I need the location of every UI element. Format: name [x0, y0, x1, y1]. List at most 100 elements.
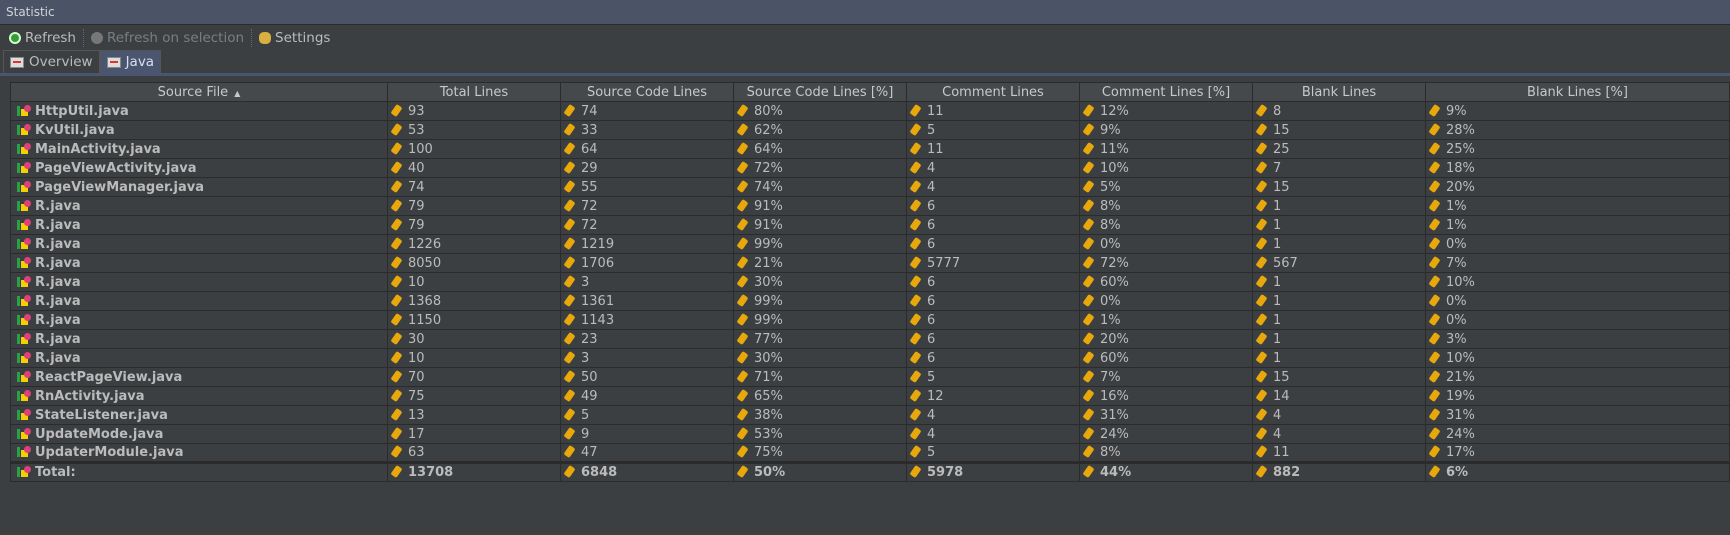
column-header-label: Source Code Lines: [586, 84, 708, 100]
pencil-icon: [909, 141, 922, 155]
cell-text: 64%: [754, 141, 783, 157]
column-header[interactable]: Source Code Lines [%]: [733, 82, 907, 102]
pencil-icon: [736, 350, 749, 364]
pencil-icon: [1428, 236, 1441, 250]
cell-text: 11: [927, 103, 944, 119]
pencil-icon: [563, 274, 576, 288]
value-cell: 13708: [387, 461, 561, 482]
refresh-on-selection-button[interactable]: Refresh on selection: [88, 30, 247, 46]
value-cell: 77%: [733, 329, 907, 349]
value-cell: 71%: [733, 367, 907, 387]
column-header[interactable]: Blank Lines: [1252, 82, 1426, 102]
table-row[interactable]: StateListener.java 13 5 38% 4 31% 4 31%: [10, 405, 1730, 425]
cell-text: 71%: [754, 369, 783, 385]
column-header[interactable]: Total Lines: [387, 82, 561, 102]
table-row[interactable]: R.java 79 72 91% 6 8% 1 1%: [10, 196, 1730, 216]
separator: [82, 29, 84, 47]
value-cell: 1: [1252, 329, 1426, 349]
java-file-icon: [17, 389, 31, 401]
pencil-icon: [909, 236, 922, 250]
column-header[interactable]: Source Code Lines: [560, 82, 734, 102]
table-row[interactable]: UpdaterModule.java 63 47 75% 5 8% 11 17%: [10, 443, 1730, 463]
separator: [251, 29, 253, 47]
cell-text: 31%: [1100, 407, 1129, 423]
table-row[interactable]: R.java 1226 1219 99% 6 0% 1 0%: [10, 234, 1730, 254]
cell-text: 10: [408, 350, 425, 366]
cell-text: 40: [408, 160, 425, 176]
table-row[interactable]: R.java 1150 1143 99% 6 1% 1 0%: [10, 310, 1730, 330]
table-row[interactable]: KvUtil.java 53 33 62% 5 9% 15 28%: [10, 120, 1730, 140]
tab-java[interactable]: Java: [99, 50, 162, 73]
column-header[interactable]: Comment Lines [%]: [1079, 82, 1253, 102]
pencil-icon: [390, 274, 403, 288]
pencil-icon: [1428, 274, 1441, 288]
pencil-icon: [563, 198, 576, 212]
pencil-icon: [390, 369, 403, 383]
cell-text: 33: [581, 122, 598, 138]
value-cell: 18%: [1425, 158, 1730, 178]
value-cell: 50: [560, 367, 734, 387]
cell-text: 5: [927, 445, 936, 460]
table-row[interactable]: R.java 1368 1361 99% 6 0% 1 0%: [10, 291, 1730, 311]
pencil-icon: [563, 293, 576, 307]
table-row[interactable]: PageViewManager.java 74 55 74% 4 5% 15 20%: [10, 177, 1730, 197]
pencil-icon: [909, 331, 922, 345]
cell-text: 6: [927, 217, 936, 233]
table-row[interactable]: PageViewActivity.java 40 29 72% 4 10% 7 18%: [10, 158, 1730, 178]
table-row[interactable]: RnActivity.java 75 49 65% 12 16% 14 19%: [10, 386, 1730, 406]
cell-text: 1%: [1100, 312, 1121, 328]
pencil-icon: [1255, 407, 1268, 421]
table-row[interactable]: R.java 10 3 30% 6 60% 1 10%: [10, 348, 1730, 368]
column-header[interactable]: Comment Lines: [906, 82, 1080, 102]
cell-text: 15: [1273, 179, 1290, 195]
pencil-icon: [1255, 255, 1268, 269]
column-header[interactable]: Blank Lines [%]: [1425, 82, 1730, 102]
pencil-icon: [736, 293, 749, 307]
cell-text: R.java: [35, 274, 81, 290]
pencil-icon: [1428, 179, 1441, 193]
table-row[interactable]: UpdateMode.java 17 9 53% 4 24% 4 24%: [10, 424, 1730, 444]
cell-text: R.java: [35, 331, 81, 347]
java-file-icon: [17, 313, 31, 325]
column-header[interactable]: Source File ▲: [10, 82, 388, 102]
total-row[interactable]: Total: 13708 6848 50% 5978 44% 882 6%: [10, 461, 1730, 482]
value-cell: 79: [387, 215, 561, 235]
cell-text: 4: [1273, 426, 1282, 442]
pencil-icon: [736, 331, 749, 345]
pencil-icon: [1082, 426, 1095, 440]
refresh-button[interactable]: Refresh: [6, 30, 79, 46]
cell-text: 30%: [754, 274, 783, 290]
tab-overview[interactable]: Overview: [3, 50, 100, 73]
table-row[interactable]: R.java 8050 1706 21% 5777 72% 567 7%: [10, 253, 1730, 273]
cell-text: 64: [581, 141, 598, 157]
cell-text: 25: [1273, 141, 1290, 157]
value-cell: 12: [906, 386, 1080, 406]
value-cell: 44%: [1079, 461, 1253, 482]
pencil-icon: [736, 103, 749, 117]
table-row[interactable]: MainActivity.java 100 64 64% 11 11% 25 25%: [10, 139, 1730, 159]
pencil-icon: [909, 350, 922, 364]
pencil-icon: [1082, 274, 1095, 288]
pencil-icon: [563, 444, 576, 459]
cell-text: 1150: [408, 312, 442, 328]
table-row[interactable]: R.java 10 3 30% 6 60% 1 10%: [10, 272, 1730, 292]
cell-text: 13708: [408, 465, 454, 480]
pencil-icon: [1428, 312, 1441, 326]
table-row[interactable]: HttpUtil.java 93 74 80% 11 12% 8 9%: [10, 101, 1730, 121]
source-file-cell: HttpUtil.java: [10, 101, 388, 121]
cell-text: R.java: [35, 217, 81, 233]
pencil-icon: [1428, 331, 1441, 345]
pencil-icon: [563, 312, 576, 326]
cell-text: 18%: [1446, 160, 1475, 176]
value-cell: 1: [1252, 215, 1426, 235]
java-file-icon: [17, 446, 31, 457]
table-row[interactable]: ReactPageView.java 70 50 71% 5 7% 15 21%: [10, 367, 1730, 387]
pencil-icon: [1428, 426, 1441, 440]
table-row[interactable]: R.java 30 23 77% 6 20% 1 3%: [10, 329, 1730, 349]
java-file-icon: [17, 161, 31, 173]
source-file-cell: RnActivity.java: [10, 386, 388, 406]
settings-button[interactable]: Settings: [256, 30, 333, 46]
pencil-icon: [563, 350, 576, 364]
pencil-icon: [390, 407, 403, 421]
table-row[interactable]: R.java 79 72 91% 6 8% 1 1%: [10, 215, 1730, 235]
